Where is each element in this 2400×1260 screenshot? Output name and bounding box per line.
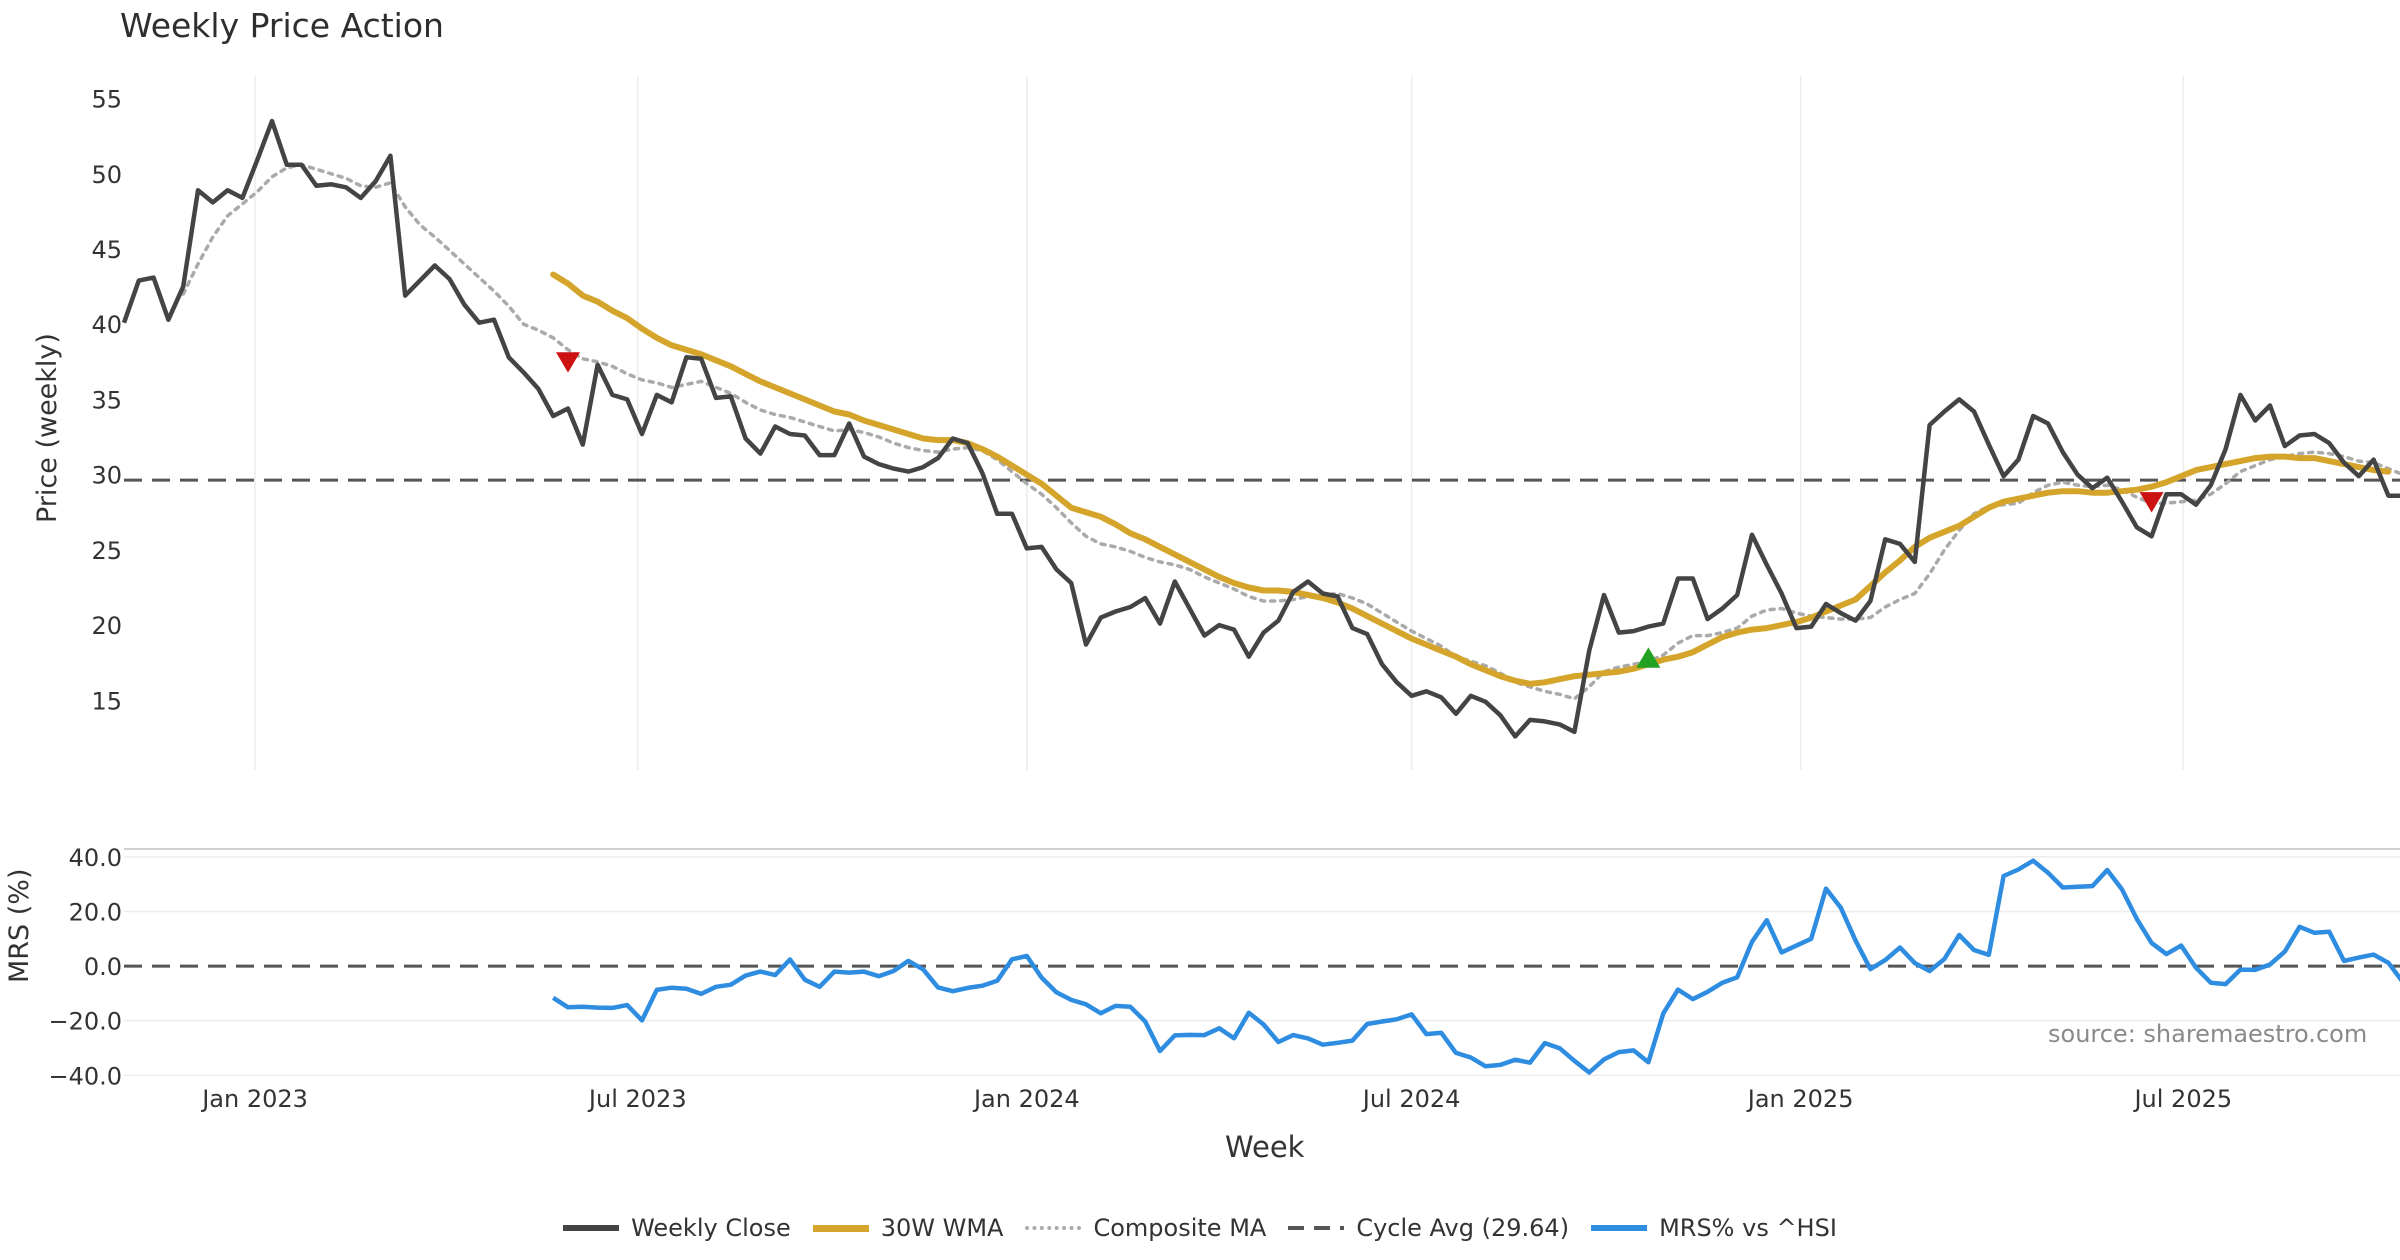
price-y-tick-label: 15 bbox=[91, 687, 122, 715]
x-tick-label: Jan 2024 bbox=[972, 1085, 1080, 1113]
legend-label: Cycle Avg (29.64) bbox=[1356, 1214, 1570, 1242]
price-y-tick-label: 20 bbox=[91, 612, 122, 640]
legend-label: MRS% vs ^HSI bbox=[1659, 1214, 1837, 1242]
x-tick-label: Jan 2025 bbox=[1746, 1085, 1854, 1113]
legend-swatch bbox=[563, 1225, 620, 1231]
x-tick-label: Jan 2023 bbox=[200, 1085, 308, 1113]
price-y-tick-label: 30 bbox=[91, 462, 122, 490]
legend-item[interactable]: Weekly Close bbox=[563, 1214, 791, 1242]
x-tick-label: Jul 2025 bbox=[2132, 1085, 2232, 1113]
x-tick-label: Jul 2024 bbox=[1361, 1085, 1461, 1113]
chart-legend: Weekly Close 30W WMA Composite MA Cycle … bbox=[0, 1210, 2400, 1246]
legend-label: Composite MA bbox=[1093, 1214, 1267, 1242]
legend-label: 30W WMA bbox=[880, 1214, 1004, 1242]
sell-signal-marker bbox=[2139, 492, 2164, 513]
buy-signal-marker bbox=[1636, 647, 1661, 668]
price-y-tick-label: 45 bbox=[91, 236, 122, 264]
x-tick-label: Jul 2023 bbox=[587, 1085, 687, 1113]
legend-item[interactable]: MRS% vs ^HSI bbox=[1591, 1214, 1837, 1242]
legend-item[interactable]: 30W WMA bbox=[812, 1214, 1004, 1242]
legend-swatch bbox=[812, 1224, 869, 1232]
price-y-tick-label: 40 bbox=[91, 311, 122, 339]
price-axis-title: Price (weekly) bbox=[32, 333, 63, 523]
mrs-line bbox=[551, 858, 2400, 1075]
x-axis-title: Week bbox=[1225, 1130, 1305, 1164]
sell-signal-marker bbox=[556, 352, 580, 373]
mrs-y-tick-label: 0.0 bbox=[84, 953, 122, 981]
legend-item[interactable]: Composite MA bbox=[1025, 1214, 1266, 1242]
legend-label: Weekly Close bbox=[631, 1214, 791, 1242]
mrs-y-tick-label: −20.0 bbox=[48, 1008, 122, 1036]
mrs-axis-title: MRS (%) bbox=[4, 868, 35, 984]
chart-title: Weekly Price Action bbox=[120, 6, 444, 45]
legend-swatch bbox=[1591, 1225, 1648, 1231]
price-y-tick-label: 55 bbox=[91, 86, 122, 114]
mrs-y-tick-label: 20.0 bbox=[69, 899, 122, 927]
legend-item[interactable]: Cycle Avg (29.64) bbox=[1288, 1214, 1569, 1242]
mrs-y-tick-label: 40.0 bbox=[69, 844, 122, 872]
source-note: source: sharemaestro.com bbox=[2048, 1020, 2368, 1048]
legend-swatch bbox=[1025, 1226, 1082, 1230]
price-y-tick-label: 25 bbox=[91, 537, 122, 565]
wma-30w-line bbox=[550, 271, 2392, 687]
price-y-tick-label: 50 bbox=[91, 161, 122, 189]
composite-ma-line bbox=[181, 163, 2400, 701]
weekly-close-line bbox=[121, 118, 2400, 739]
mrs-y-tick-label: −40.0 bbox=[48, 1062, 122, 1090]
legend-swatch bbox=[1288, 1226, 1345, 1230]
price-y-tick-label: 35 bbox=[91, 386, 122, 414]
